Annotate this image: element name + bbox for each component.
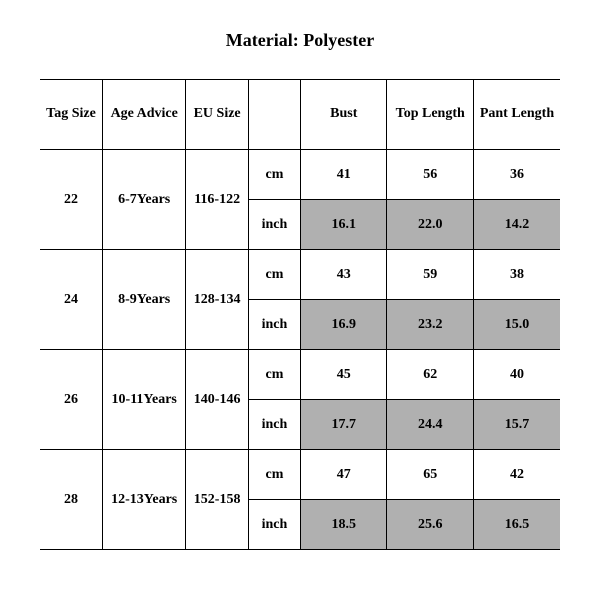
table-row: 226-7Years116-122cm415636 (40, 150, 560, 200)
cell-bust-inch: 16.1 (301, 200, 387, 250)
cell-age-advice: 10-11Years (103, 350, 186, 450)
cell-unit-inch: inch (248, 300, 300, 350)
cell-pant-cm: 36 (473, 150, 560, 200)
cell-age-advice: 6-7Years (103, 150, 186, 250)
cell-top-inch: 25.6 (387, 500, 473, 550)
cell-age-advice: 12-13Years (103, 450, 186, 550)
cell-pant-inch: 14.2 (473, 200, 560, 250)
cell-pant-cm: 42 (473, 450, 560, 500)
cell-bust-cm: 43 (301, 250, 387, 300)
col-header-unit (248, 80, 300, 150)
cell-tag-size: 26 (40, 350, 103, 450)
col-header-tag: Tag Size (40, 80, 103, 150)
cell-unit-cm: cm (248, 250, 300, 300)
col-header-eu: EU Size (186, 80, 249, 150)
cell-tag-size: 24 (40, 250, 103, 350)
col-header-bust: Bust (301, 80, 387, 150)
cell-unit-inch: inch (248, 500, 300, 550)
cell-unit-cm: cm (248, 350, 300, 400)
cell-top-inch: 24.4 (387, 400, 473, 450)
cell-pant-cm: 38 (473, 250, 560, 300)
cell-top-cm: 62 (387, 350, 473, 400)
cell-top-inch: 23.2 (387, 300, 473, 350)
table-row: 248-9Years128-134cm435938 (40, 250, 560, 300)
col-header-age: Age Advice (103, 80, 186, 150)
cell-bust-cm: 45 (301, 350, 387, 400)
cell-unit-cm: cm (248, 150, 300, 200)
cell-bust-inch: 16.9 (301, 300, 387, 350)
cell-eu-size: 116-122 (186, 150, 249, 250)
col-header-pant: Pant Length (473, 80, 560, 150)
cell-pant-inch: 16.5 (473, 500, 560, 550)
table-row: 2610-11Years140-146cm456240 (40, 350, 560, 400)
page-title: Material: Polyester (40, 30, 560, 51)
cell-tag-size: 22 (40, 150, 103, 250)
col-header-top: Top Length (387, 80, 473, 150)
cell-top-inch: 22.0 (387, 200, 473, 250)
cell-pant-inch: 15.7 (473, 400, 560, 450)
cell-bust-inch: 18.5 (301, 500, 387, 550)
cell-top-cm: 59 (387, 250, 473, 300)
cell-top-cm: 56 (387, 150, 473, 200)
cell-top-cm: 65 (387, 450, 473, 500)
cell-pant-inch: 15.0 (473, 300, 560, 350)
cell-unit-cm: cm (248, 450, 300, 500)
cell-unit-inch: inch (248, 400, 300, 450)
table-row: 2812-13Years152-158cm476542 (40, 450, 560, 500)
cell-eu-size: 128-134 (186, 250, 249, 350)
cell-unit-inch: inch (248, 200, 300, 250)
cell-tag-size: 28 (40, 450, 103, 550)
cell-bust-inch: 17.7 (301, 400, 387, 450)
table-header-row: Tag Size Age Advice EU Size Bust Top Len… (40, 80, 560, 150)
size-table: Tag Size Age Advice EU Size Bust Top Len… (40, 79, 560, 550)
cell-pant-cm: 40 (473, 350, 560, 400)
cell-eu-size: 140-146 (186, 350, 249, 450)
table-body: 226-7Years116-122cm415636inch16.122.014.… (40, 150, 560, 550)
cell-age-advice: 8-9Years (103, 250, 186, 350)
cell-bust-cm: 41 (301, 150, 387, 200)
cell-bust-cm: 47 (301, 450, 387, 500)
cell-eu-size: 152-158 (186, 450, 249, 550)
